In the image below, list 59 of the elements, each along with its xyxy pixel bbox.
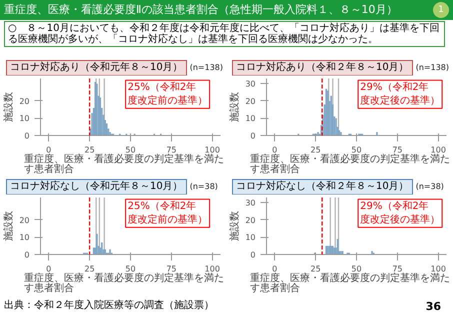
chart-subtitle: (n=138) [190, 62, 224, 74]
text: 1 [433, 2, 449, 18]
x-tick-label: 50 [125, 146, 136, 154]
y-tick-label: 0 [24, 250, 30, 260]
chart-title: コロナ対応なし（令和２年８～10月） [232, 179, 413, 196]
y-tick-label: 30 [245, 198, 256, 208]
x-tick-label: 75 [392, 264, 403, 274]
y-axis-title: 施設数 [228, 211, 240, 241]
x-tick-label: 100 [430, 264, 446, 274]
y-axis-title: 施設数 [2, 92, 14, 122]
y-tick-label: 10 [19, 114, 30, 124]
y-axis-title: 施設数 [228, 92, 240, 122]
x-tick-label: 25 [84, 264, 95, 274]
y-tick-label: 0 [250, 132, 256, 140]
x-tick-label: 50 [125, 264, 136, 274]
y-tick-label: 0 [24, 132, 30, 140]
y-tick-label: 10 [245, 233, 256, 242]
ref-line-label: 25%（令和2年度改定前の基準） [128, 200, 208, 226]
x-tick-label: 25 [84, 146, 95, 154]
chart-title: コロナ対応あり（令和２年８～10月） [232, 60, 413, 76]
x-tick-label: 25 [310, 146, 321, 154]
y-tick-label: 30 [245, 80, 256, 89]
y-axis-title: 施設数 [2, 211, 14, 241]
chart-subtitle: (n=138) [416, 62, 450, 74]
x-tick-label: 100 [204, 264, 220, 274]
text: ○ ８～10月においても、令和２年度は令和元年度に比べて、「コロナ対応あり」は基準を下回る医療機関が多いが、「コロナ対応なし」は基準を下回る医療機関は少なかった。 [4, 21, 445, 47]
x-tick-label: 50 [351, 264, 362, 274]
ref-line-label: 29%（令和2年度改定後の基準） [360, 81, 440, 106]
ref-line-label: 29%（令和2年度改定後の基準） [360, 200, 440, 226]
x-axis-title: 重症度、医療・看護必要度の判定基準を満たす患者割合 [250, 273, 450, 294]
chart-subtitle: (n=38) [190, 181, 218, 193]
x-tick-label: 0 [46, 264, 52, 274]
x-tick-label: 25 [310, 264, 321, 274]
chart-title: コロナ対応なし（令和元年８～10月） [6, 179, 187, 196]
x-axis-title: 重症度、医療・看護必要度の判定基準を満たす患者割合 [250, 154, 450, 175]
source-note: 出典：令和２年度入院医療等の調査（施設票） [4, 299, 214, 313]
ref-line-label: 25%（令和2年度改定前の基準） [128, 81, 208, 106]
chart-subtitle: (n=38) [416, 181, 444, 193]
x-tick-label: 0 [272, 264, 278, 274]
y-tick-label: 10 [19, 233, 30, 242]
text: 36 [426, 299, 441, 315]
x-tick-label: 100 [430, 146, 446, 154]
x-tick-label: 50 [351, 146, 362, 154]
y-tick-label: 0 [250, 250, 256, 260]
x-axis-title: 重症度、医療・看護必要度の判定基準を満たす患者割合 [24, 154, 224, 175]
x-tick-label: 75 [392, 146, 403, 154]
y-tick-label: 20 [19, 96, 30, 106]
text: 重症度、医療・看護必要度Ⅱの該当患者割合（急性期一般入院料１、８～10月） [4, 2, 398, 18]
chart-title: コロナ対応あり（令和元年８～10月） [6, 60, 187, 76]
y-tick-label: 10 [245, 114, 256, 124]
x-tick-label: 75 [166, 264, 177, 274]
x-axis-title: 重症度、医療・看護必要度の判定基準を満たす患者割合 [24, 273, 224, 294]
y-tick-label: 20 [19, 216, 30, 225]
x-tick-label: 75 [166, 146, 177, 154]
x-tick-label: 0 [46, 146, 52, 154]
y-tick-label: 20 [245, 216, 256, 225]
x-tick-label: 100 [204, 146, 220, 154]
x-tick-label: 0 [272, 146, 278, 154]
y-tick-label: 20 [245, 96, 256, 106]
